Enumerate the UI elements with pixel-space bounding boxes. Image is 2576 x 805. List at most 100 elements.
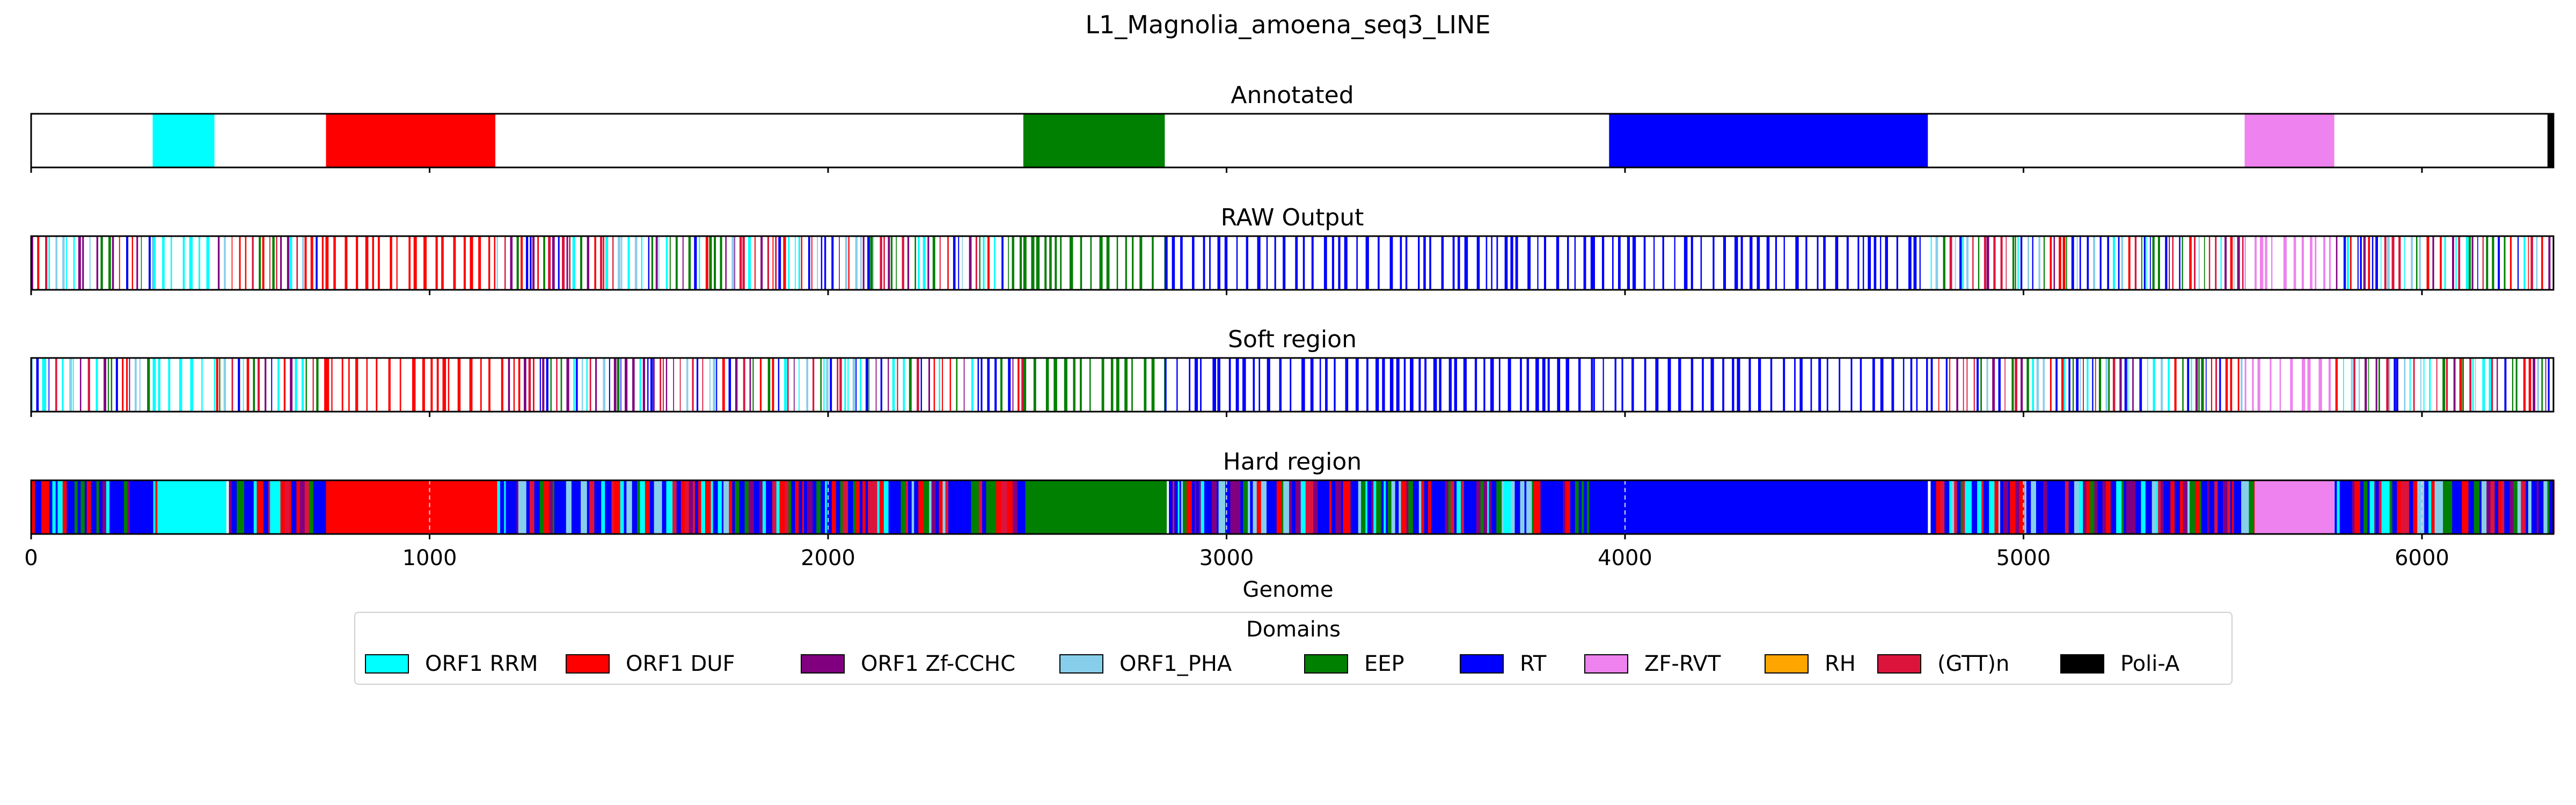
stripe	[918, 480, 924, 534]
stripe	[748, 236, 751, 290]
stripe	[266, 480, 269, 534]
stripe	[896, 236, 897, 290]
stripe	[2504, 480, 2510, 534]
stripe	[953, 236, 956, 290]
stripe	[2063, 358, 2066, 412]
stripe	[1080, 236, 1082, 290]
stripe	[2158, 480, 2161, 534]
stripe	[423, 236, 427, 290]
stripe	[1543, 480, 1547, 534]
stripe	[106, 480, 110, 534]
stripe	[1053, 358, 1057, 412]
stripe	[36, 358, 39, 412]
legend-swatch	[1304, 654, 1348, 674]
stripe	[2187, 358, 2190, 412]
stripe	[289, 480, 291, 534]
stripe	[949, 358, 952, 412]
stripe	[2168, 358, 2170, 412]
stripe	[1131, 358, 1133, 412]
stripe	[1533, 480, 1538, 534]
stripe	[1440, 480, 1445, 534]
stripe	[1750, 236, 1753, 290]
stripe	[2050, 358, 2052, 412]
stripe	[2033, 480, 2037, 534]
stripe	[1090, 236, 1092, 290]
stripe	[1236, 236, 1238, 290]
stripe	[1926, 358, 1928, 412]
stripe	[1880, 358, 1884, 412]
stripe	[2549, 480, 2553, 534]
stripe	[2252, 358, 2254, 412]
stripe	[785, 480, 787, 534]
stripe	[2497, 358, 2498, 412]
stripe	[1319, 358, 1321, 412]
stripe	[1344, 236, 1348, 290]
stripe	[162, 236, 165, 290]
stripe	[448, 358, 450, 412]
segment-zf-rvt	[2244, 114, 2334, 167]
stripe	[1343, 480, 1346, 534]
stripe	[2369, 480, 2375, 534]
stripe	[127, 480, 130, 534]
stripe	[1542, 358, 1546, 412]
stripe	[2458, 236, 2461, 290]
stripe	[231, 236, 233, 290]
stripe	[2392, 480, 2397, 534]
stripe	[1880, 236, 1882, 290]
panel-frame	[30, 357, 2555, 413]
stripe	[2468, 480, 2475, 534]
stripe	[52, 480, 56, 534]
stripe	[217, 236, 220, 290]
stripe	[1732, 358, 1735, 412]
stripe	[263, 480, 266, 534]
stripe	[2513, 480, 2518, 534]
stripe	[1981, 480, 1984, 534]
stripe	[2021, 358, 2023, 412]
stripe	[99, 480, 103, 534]
stripe	[2512, 358, 2514, 412]
stripe	[1267, 358, 1270, 412]
stripe	[1378, 236, 1380, 290]
stripe	[739, 480, 745, 534]
stripe	[1913, 236, 1917, 290]
stripe	[2074, 480, 2080, 534]
stripe	[1662, 236, 1664, 290]
stripe	[2375, 236, 2378, 290]
stripe	[272, 236, 275, 290]
stripe	[2161, 358, 2163, 412]
stripe	[1503, 480, 1507, 534]
stripe	[1868, 236, 1871, 290]
stripe	[1325, 480, 1330, 534]
stripe	[2121, 480, 2124, 534]
stripe	[1403, 358, 1406, 412]
stripe	[122, 358, 124, 412]
legend-label: Poli-A	[2120, 652, 2180, 676]
stripe	[366, 358, 368, 412]
stripe	[1653, 236, 1655, 290]
stripe	[2215, 236, 2217, 290]
stripe	[823, 358, 825, 412]
stripe	[2357, 236, 2359, 290]
stripe	[48, 358, 50, 412]
stripe	[123, 480, 128, 534]
stripe	[304, 480, 310, 534]
stripe	[2099, 236, 2102, 290]
stripe	[873, 236, 874, 290]
stripe	[1001, 236, 1004, 290]
stripe	[2283, 236, 2287, 290]
stripe	[856, 480, 860, 534]
stripe	[1952, 480, 1955, 534]
stripe	[983, 236, 985, 290]
stripe	[2180, 480, 2183, 534]
stripe	[2019, 480, 2025, 534]
stripe	[488, 236, 491, 290]
stripe	[618, 480, 620, 534]
stripe	[2436, 358, 2438, 412]
stripe	[1578, 358, 1581, 412]
stripe	[2191, 358, 2192, 412]
stripe	[2354, 480, 2359, 534]
stripe	[888, 236, 890, 290]
stripe	[816, 480, 819, 534]
stripe	[2205, 358, 2207, 412]
stripe	[942, 480, 946, 534]
